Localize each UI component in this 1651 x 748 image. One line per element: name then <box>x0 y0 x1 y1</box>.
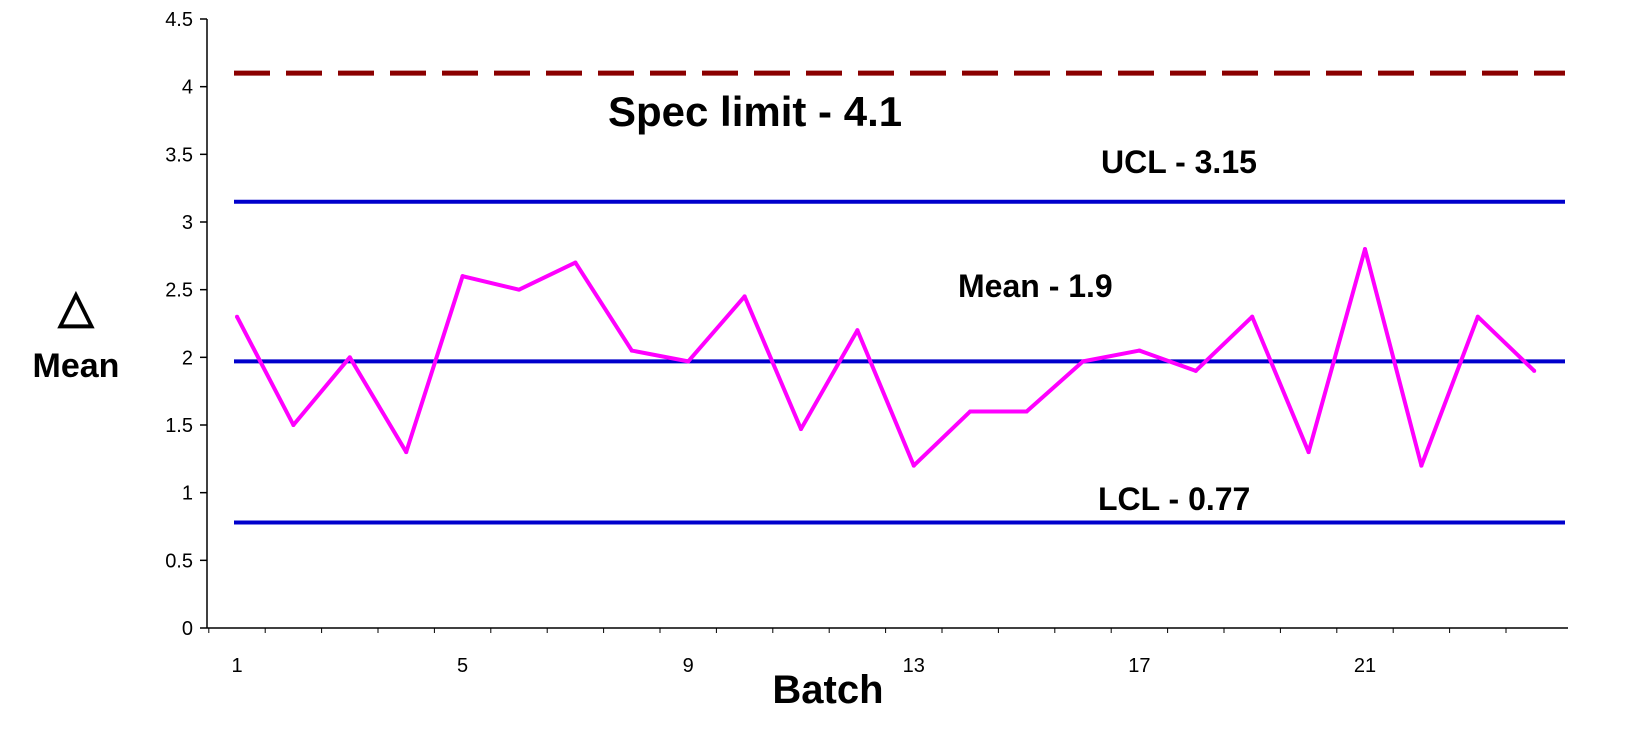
x-tick-label: 1 <box>231 655 242 677</box>
data-point <box>968 409 973 414</box>
y-tick-label: 0 <box>182 618 193 640</box>
data-point <box>460 274 465 279</box>
data-point <box>291 423 296 427</box>
data-point <box>1024 409 1029 414</box>
y-tick-label: 4 <box>182 77 193 99</box>
data-point <box>629 348 634 353</box>
data-point <box>1193 368 1198 373</box>
reference-label-2: Mean - 1.9 <box>958 268 1113 304</box>
data-point <box>1250 314 1255 319</box>
y-tick-label: 4.5 <box>165 9 193 31</box>
reference-label-3: LCL - 0.77 <box>1098 481 1250 517</box>
data-point <box>1475 314 1480 319</box>
reference-label-0: Spec limit - 4.1 <box>608 88 902 135</box>
y-tick-label: 3.5 <box>165 144 193 166</box>
series-layer <box>235 247 1537 468</box>
y-tick-label: 0.5 <box>165 550 193 572</box>
x-ticks: 1 5 9 13 17 21 <box>208 628 1507 677</box>
data-point <box>404 450 409 455</box>
axes <box>206 19 1568 629</box>
data-point <box>235 314 239 319</box>
y-tick-label: 1.5 <box>165 415 193 437</box>
y-axis-title: Mean <box>33 347 120 385</box>
x-tick-label: 5 <box>457 655 468 677</box>
data-point <box>347 355 352 360</box>
data-point <box>742 294 747 299</box>
data-point <box>1137 348 1142 353</box>
x-tick-label: 13 <box>903 655 925 677</box>
data-point <box>1532 368 1537 373</box>
reference-labels: Spec limit - 4.1 UCL - 3.15 Mean - 1.9 LCL … <box>608 88 1257 517</box>
y-tick-label: 2 <box>182 347 193 369</box>
y-tick-label: 2.5 <box>165 280 193 302</box>
data-point <box>1419 463 1424 468</box>
data-point <box>911 463 916 468</box>
data-point <box>517 287 521 292</box>
x-tick-label: 9 <box>683 655 694 677</box>
data-point <box>573 260 578 265</box>
x-tick-label: 21 <box>1354 655 1376 677</box>
reference-label-1: UCL - 3.15 <box>1101 144 1257 180</box>
x-tick-label: 17 <box>1128 655 1150 677</box>
x-axis-title: Batch <box>772 668 883 712</box>
data-point <box>855 328 860 333</box>
y-axis-title-symbol: △ <box>56 280 95 332</box>
y-ticks: 0 0.5 1 1.5 2 2.5 3 3.5 4 4.5 <box>165 9 207 640</box>
data-point <box>799 427 803 432</box>
y-tick-label: 1 <box>182 483 193 505</box>
y-tick-label: 3 <box>182 212 193 234</box>
data-point <box>1081 359 1085 364</box>
data-point <box>1306 450 1311 455</box>
series-line-0 <box>235 247 1536 468</box>
reference-lines <box>234 70 1565 525</box>
data-point <box>686 359 691 364</box>
data-point <box>1363 247 1367 252</box>
